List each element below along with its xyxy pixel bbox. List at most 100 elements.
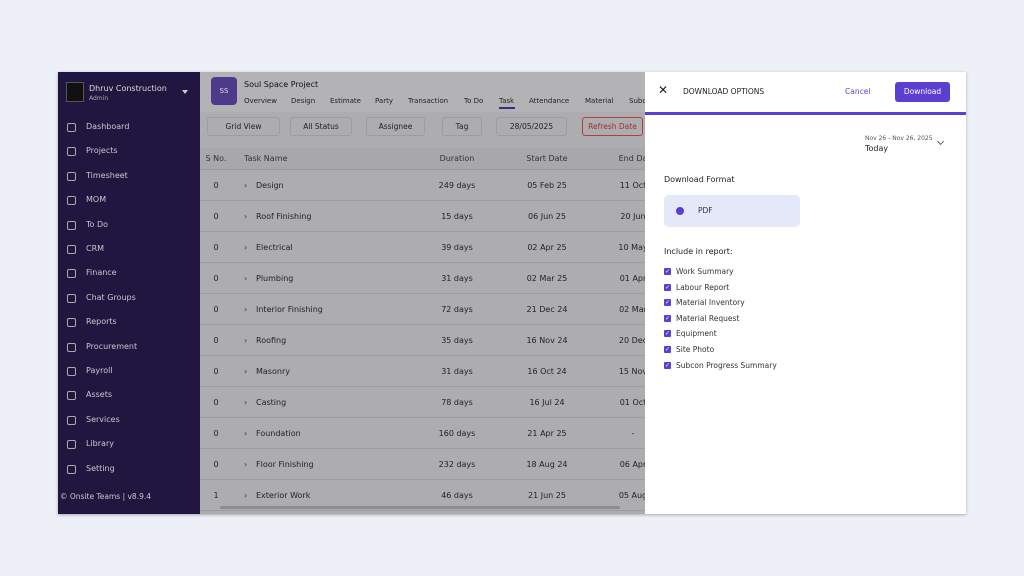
menu-icon[interactable] (67, 245, 76, 254)
table-row[interactable] (200, 387, 645, 418)
tab[interactable]: Party (375, 97, 393, 105)
menu-item[interactable]: Assets (86, 390, 113, 400)
table-cell: 01 Oct (619, 398, 645, 407)
include-item[interactable]: Work Summary (676, 267, 734, 276)
main-area: SS Soul Space Project Overview Design Estima… (200, 72, 645, 514)
menu-icon[interactable] (67, 147, 76, 157)
menu-icon[interactable] (67, 318, 76, 328)
toolbar-button[interactable]: Refresh Date (582, 117, 643, 136)
menu-item[interactable]: Timesheet (86, 170, 128, 180)
menu-icon[interactable] (67, 220, 76, 230)
toolbar-button[interactable]: 28/05/2025 (496, 117, 567, 136)
checkbox[interactable]: ✓ (664, 268, 671, 275)
include-item[interactable]: Subcon Progress Summary (676, 360, 777, 370)
menu-icon[interactable] (67, 367, 76, 376)
table-cell: 0 (213, 274, 219, 283)
checkbox[interactable]: ✓ (664, 361, 671, 369)
menu-item[interactable]: Setting (86, 463, 115, 473)
expand-chevron: › (244, 429, 248, 438)
toolbar-button[interactable]: Grid View (207, 117, 280, 136)
checkbox[interactable]: ✓ (664, 283, 671, 291)
menu-item[interactable]: Library (86, 439, 114, 449)
table-row[interactable] (200, 170, 645, 201)
menu-icon[interactable] (67, 269, 76, 279)
table-cell: Roofing (256, 336, 287, 345)
menu-icon[interactable] (67, 440, 76, 450)
table-row[interactable] (200, 263, 645, 294)
menu-icon[interactable] (67, 391, 76, 401)
tab[interactable]: Overview (244, 97, 277, 105)
expand-chevron: › (244, 212, 248, 221)
menu-item[interactable]: To Do (86, 219, 109, 229)
toolbar-button[interactable]: All Status (290, 117, 352, 136)
menu-item[interactable]: MOM (86, 195, 107, 205)
table-cell: 16 Nov 24 (526, 336, 568, 345)
checkbox[interactable]: ✓ (664, 346, 671, 353)
tab[interactable]: Transaction (408, 97, 449, 105)
table-row[interactable] (200, 232, 645, 263)
table-cell: 46 days (441, 491, 473, 500)
tab[interactable]: Design (291, 97, 316, 105)
table-cell: 21 Dec 24 (526, 305, 568, 314)
table-cell: - (631, 429, 635, 438)
tab[interactable]: Material (585, 97, 614, 105)
toolbar-button[interactable]: Assignee (366, 117, 425, 136)
date-preset[interactable]: Today (865, 144, 889, 153)
table-cell: 11 Oct (619, 181, 645, 190)
date-range: Nov 26 - Nov 26, 2025 (865, 135, 933, 142)
menu-icon[interactable] (67, 196, 76, 206)
include-item[interactable]: Equipment (676, 329, 717, 339)
table-row[interactable] (200, 480, 645, 511)
menu-item[interactable]: Procurement (86, 341, 138, 351)
menu-item[interactable]: Chat Groups (86, 292, 136, 302)
table-row[interactable] (200, 418, 645, 449)
menu-icon[interactable] (67, 123, 76, 132)
tab[interactable]: Subc (629, 97, 645, 105)
table-cell: Exterior Work (256, 491, 311, 500)
table-cell: 232 days (438, 460, 476, 469)
dropdown-arrow[interactable] (182, 90, 188, 94)
checkbox[interactable]: ✓ (664, 299, 671, 307)
tab[interactable]: Task (499, 97, 515, 105)
menu-item[interactable]: Reports (86, 317, 117, 327)
menu-icon[interactable] (67, 342, 76, 352)
cancel-button[interactable]: Cancel (845, 87, 871, 96)
menu-icon[interactable] (67, 171, 76, 181)
toolbar-button[interactable]: Tag (442, 117, 482, 136)
table-row[interactable] (200, 325, 645, 356)
checkbox[interactable]: ✓ (664, 330, 671, 338)
close-button[interactable]: ✕ (658, 83, 669, 97)
format-option[interactable]: PDF (664, 195, 800, 227)
tab[interactable]: Attendance (529, 97, 570, 105)
include-item[interactable]: Material Request (676, 313, 740, 323)
table-row[interactable] (200, 294, 645, 325)
include-item[interactable]: Labour Report (676, 282, 730, 292)
expand-chevron: › (244, 243, 248, 252)
expand-chevron: › (244, 398, 248, 407)
menu-icon[interactable] (67, 415, 76, 425)
table-row[interactable] (200, 201, 645, 232)
toolbar-label: Assignee (378, 122, 413, 131)
project-avatar: SS (211, 77, 237, 105)
panel-title: DOWNLOAD OPTIONS (683, 87, 765, 96)
menu-item[interactable]: Payroll (86, 366, 113, 375)
table-row[interactable] (200, 356, 645, 387)
tab[interactable]: To Do (464, 97, 484, 105)
tab[interactable]: Estimate (330, 97, 361, 105)
menu-icon[interactable] (67, 464, 76, 474)
table-cell: Plumbing (256, 274, 294, 283)
date-chevron[interactable] (936, 137, 945, 146)
menu-item[interactable]: Services (86, 414, 120, 424)
menu-item[interactable]: Dashboard (86, 122, 130, 131)
download-button[interactable]: Download (895, 82, 950, 102)
menu-icon[interactable] (67, 293, 76, 303)
checkbox[interactable]: ✓ (664, 314, 671, 322)
menu-item[interactable]: Projects (86, 146, 118, 156)
include-item[interactable]: Material Inventory (676, 298, 745, 308)
table-row[interactable] (200, 449, 645, 480)
expand-chevron: › (244, 460, 248, 469)
table-cell: 02 Mar 25 (526, 274, 568, 283)
menu-item[interactable]: CRM (86, 244, 105, 253)
include-item[interactable]: Site Photo (676, 345, 715, 354)
menu-item[interactable]: Finance (86, 268, 117, 278)
